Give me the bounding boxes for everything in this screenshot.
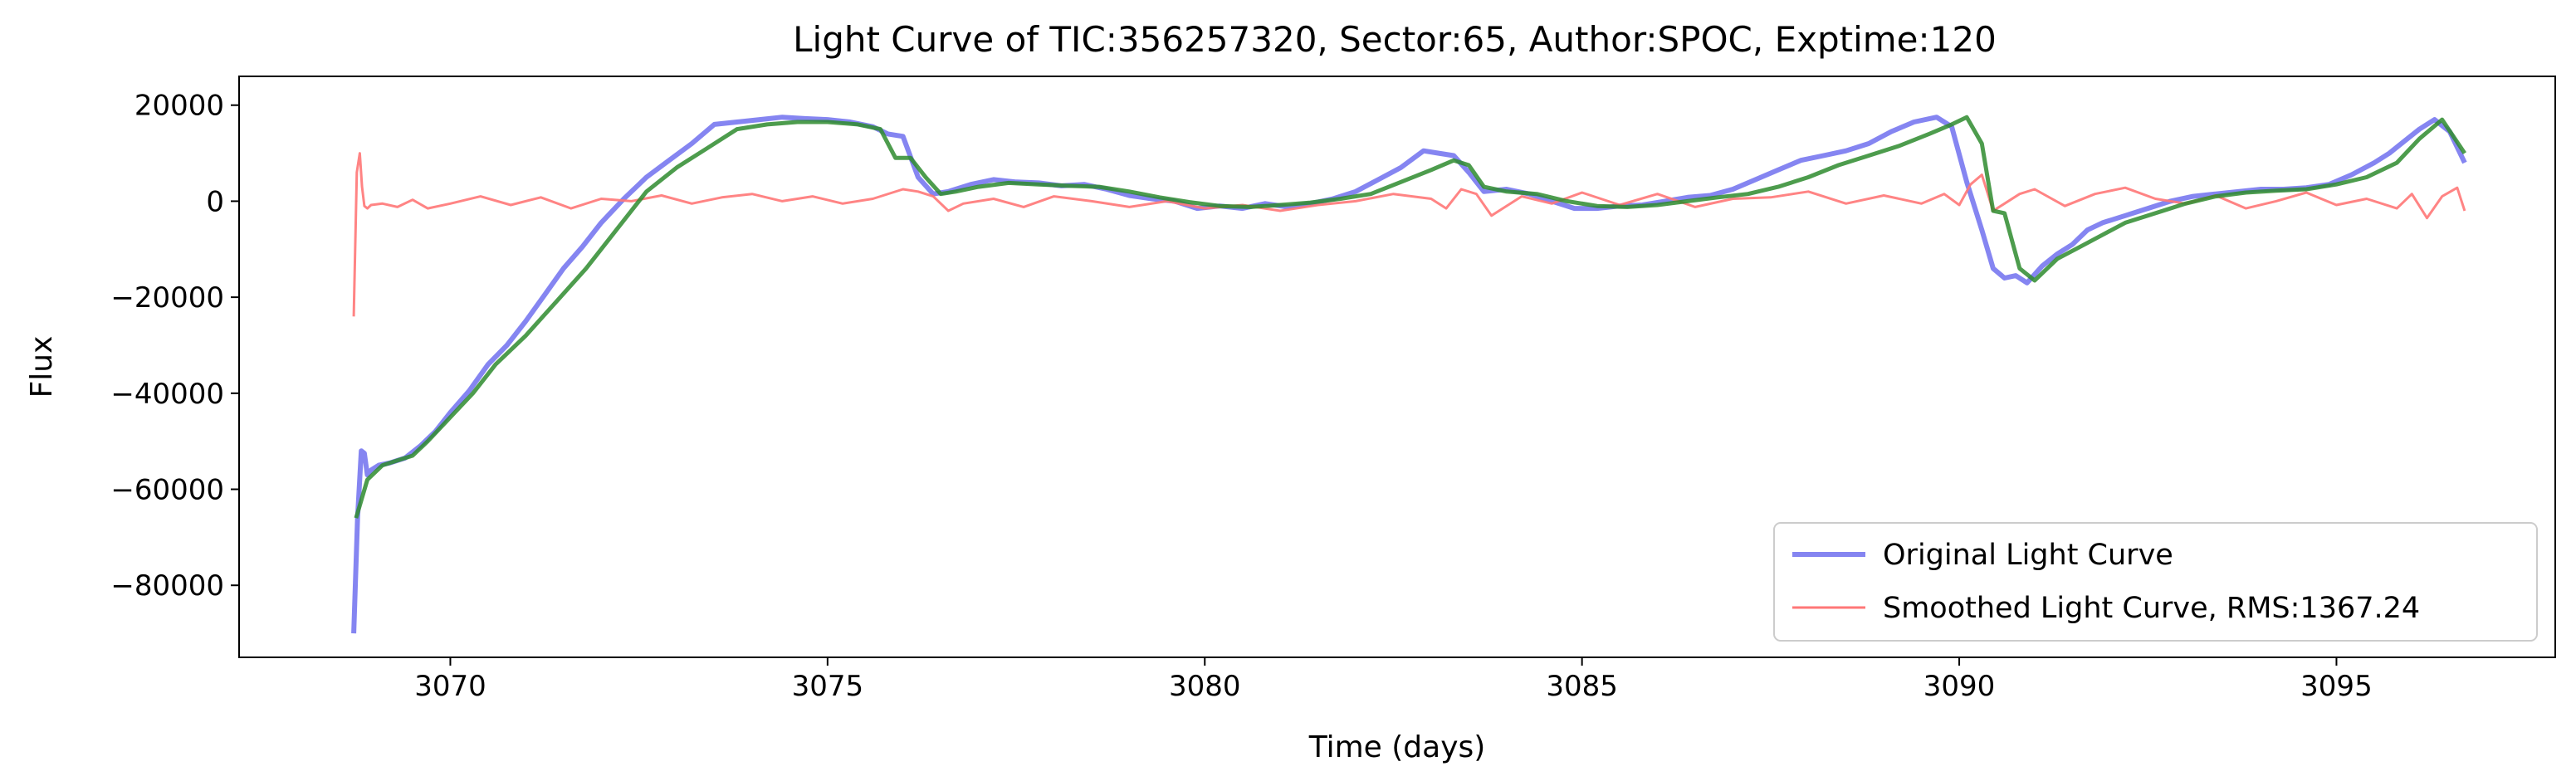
x-axis-label: Time (days) bbox=[1308, 730, 1486, 764]
x-tick-label: 3075 bbox=[792, 670, 864, 703]
y-tick-label: 0 bbox=[206, 185, 224, 218]
series-layer bbox=[351, 115, 2467, 634]
legend-label-smoothed: Smoothed Light Curve, RMS:1367.24 bbox=[1883, 592, 2420, 625]
x-tick-label: 3080 bbox=[1169, 670, 1241, 703]
y-tick-label: −60000 bbox=[110, 474, 224, 507]
legend: Original Light Curve Smoothed Light Curv… bbox=[1773, 522, 2538, 642]
x-tick-label: 3095 bbox=[2300, 670, 2373, 703]
y-tick-label: −40000 bbox=[110, 378, 224, 411]
legend-label-original: Original Light Curve bbox=[1883, 539, 2173, 572]
y-tick-label: −80000 bbox=[110, 569, 224, 603]
x-tick-label: 3070 bbox=[414, 670, 486, 703]
y-tick-label: −20000 bbox=[110, 281, 224, 315]
y-axis-label: Flux bbox=[25, 336, 59, 398]
x-tick-label: 3085 bbox=[1546, 670, 1618, 703]
x-axis-ticks: 3070 3075 3080 3085 3090 3095 bbox=[414, 657, 2373, 703]
y-axis-ticks: 20000 0 −20000 −40000 −60000 −80000 bbox=[110, 90, 239, 603]
plot-frame bbox=[238, 76, 2556, 658]
series-line-0 bbox=[351, 115, 2467, 634]
x-tick-label: 3090 bbox=[1923, 670, 1996, 703]
legend-box bbox=[1773, 522, 2538, 642]
chart-title: Light Curve of TIC:356257320, Sector:65,… bbox=[793, 19, 1997, 60]
y-tick-label: 20000 bbox=[134, 90, 224, 123]
series-line-2 bbox=[354, 115, 2466, 519]
series-line-1 bbox=[352, 152, 2466, 317]
